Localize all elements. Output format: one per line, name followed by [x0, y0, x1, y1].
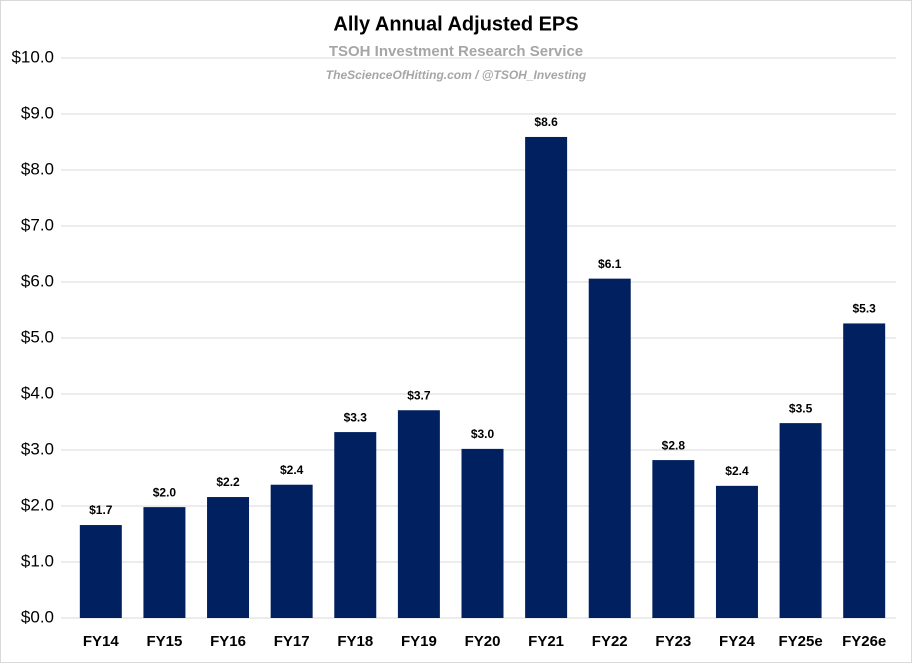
y-tick-label: $10.0 [11, 47, 54, 66]
chart-title: Ally Annual Adjusted EPS [333, 13, 578, 35]
x-tick-label: FY14 [83, 633, 120, 650]
data-label: $2.8 [662, 438, 686, 452]
data-label: $3.5 [789, 401, 813, 415]
data-label: $2.2 [216, 475, 240, 489]
bar [397, 410, 440, 618]
bar [270, 484, 313, 618]
y-tick-label: $3.0 [21, 439, 54, 458]
x-tick-label: FY20 [465, 633, 501, 650]
x-tick-label: FY21 [528, 633, 564, 650]
bar [715, 485, 758, 618]
data-label: $3.7 [407, 388, 431, 402]
x-tick-label: FY22 [592, 633, 628, 650]
data-label: $2.4 [280, 463, 304, 477]
bar [525, 136, 568, 618]
data-label: $2.0 [153, 485, 177, 499]
data-label: $1.7 [89, 503, 113, 517]
x-tick-label: FY25e [778, 633, 822, 650]
y-tick-label: $5.0 [21, 327, 54, 346]
data-label: $6.1 [598, 257, 622, 271]
x-tick-label: FY16 [210, 633, 246, 650]
y-tick-label: $9.0 [21, 103, 54, 122]
bar [588, 278, 631, 618]
bar [79, 525, 122, 618]
x-tick-label: FY26e [842, 633, 886, 650]
bar [652, 460, 695, 618]
data-label: $3.3 [344, 410, 368, 424]
bar [779, 423, 822, 618]
y-tick-label: $6.0 [21, 271, 54, 290]
bar [334, 432, 377, 618]
y-tick-label: $0.0 [21, 607, 54, 626]
y-tick-label: $8.0 [21, 159, 54, 178]
data-label: $5.3 [853, 302, 877, 316]
data-label: $3.0 [471, 427, 495, 441]
bar [461, 448, 504, 618]
y-tick-label: $1.0 [21, 551, 54, 570]
x-tick-label: FY18 [337, 633, 373, 650]
x-tick-label: FY24 [719, 633, 756, 650]
chart-source: TheScienceOfHitting.com / @TSOH_Investin… [326, 68, 587, 82]
data-label: $2.4 [725, 464, 749, 478]
data-label: $8.6 [534, 115, 558, 129]
bar [143, 507, 186, 618]
x-tick-label: FY17 [274, 633, 310, 650]
chart-subtitle: TSOH Investment Research Service [329, 43, 583, 60]
x-tick-label: FY23 [655, 633, 691, 650]
x-tick-label: FY19 [401, 633, 437, 650]
y-tick-label: $2.0 [21, 495, 54, 514]
x-tick-label: FY15 [146, 633, 182, 650]
bar [207, 497, 250, 618]
bar [843, 323, 886, 618]
y-tick-label: $7.0 [21, 215, 54, 234]
y-tick-label: $4.0 [21, 383, 54, 402]
